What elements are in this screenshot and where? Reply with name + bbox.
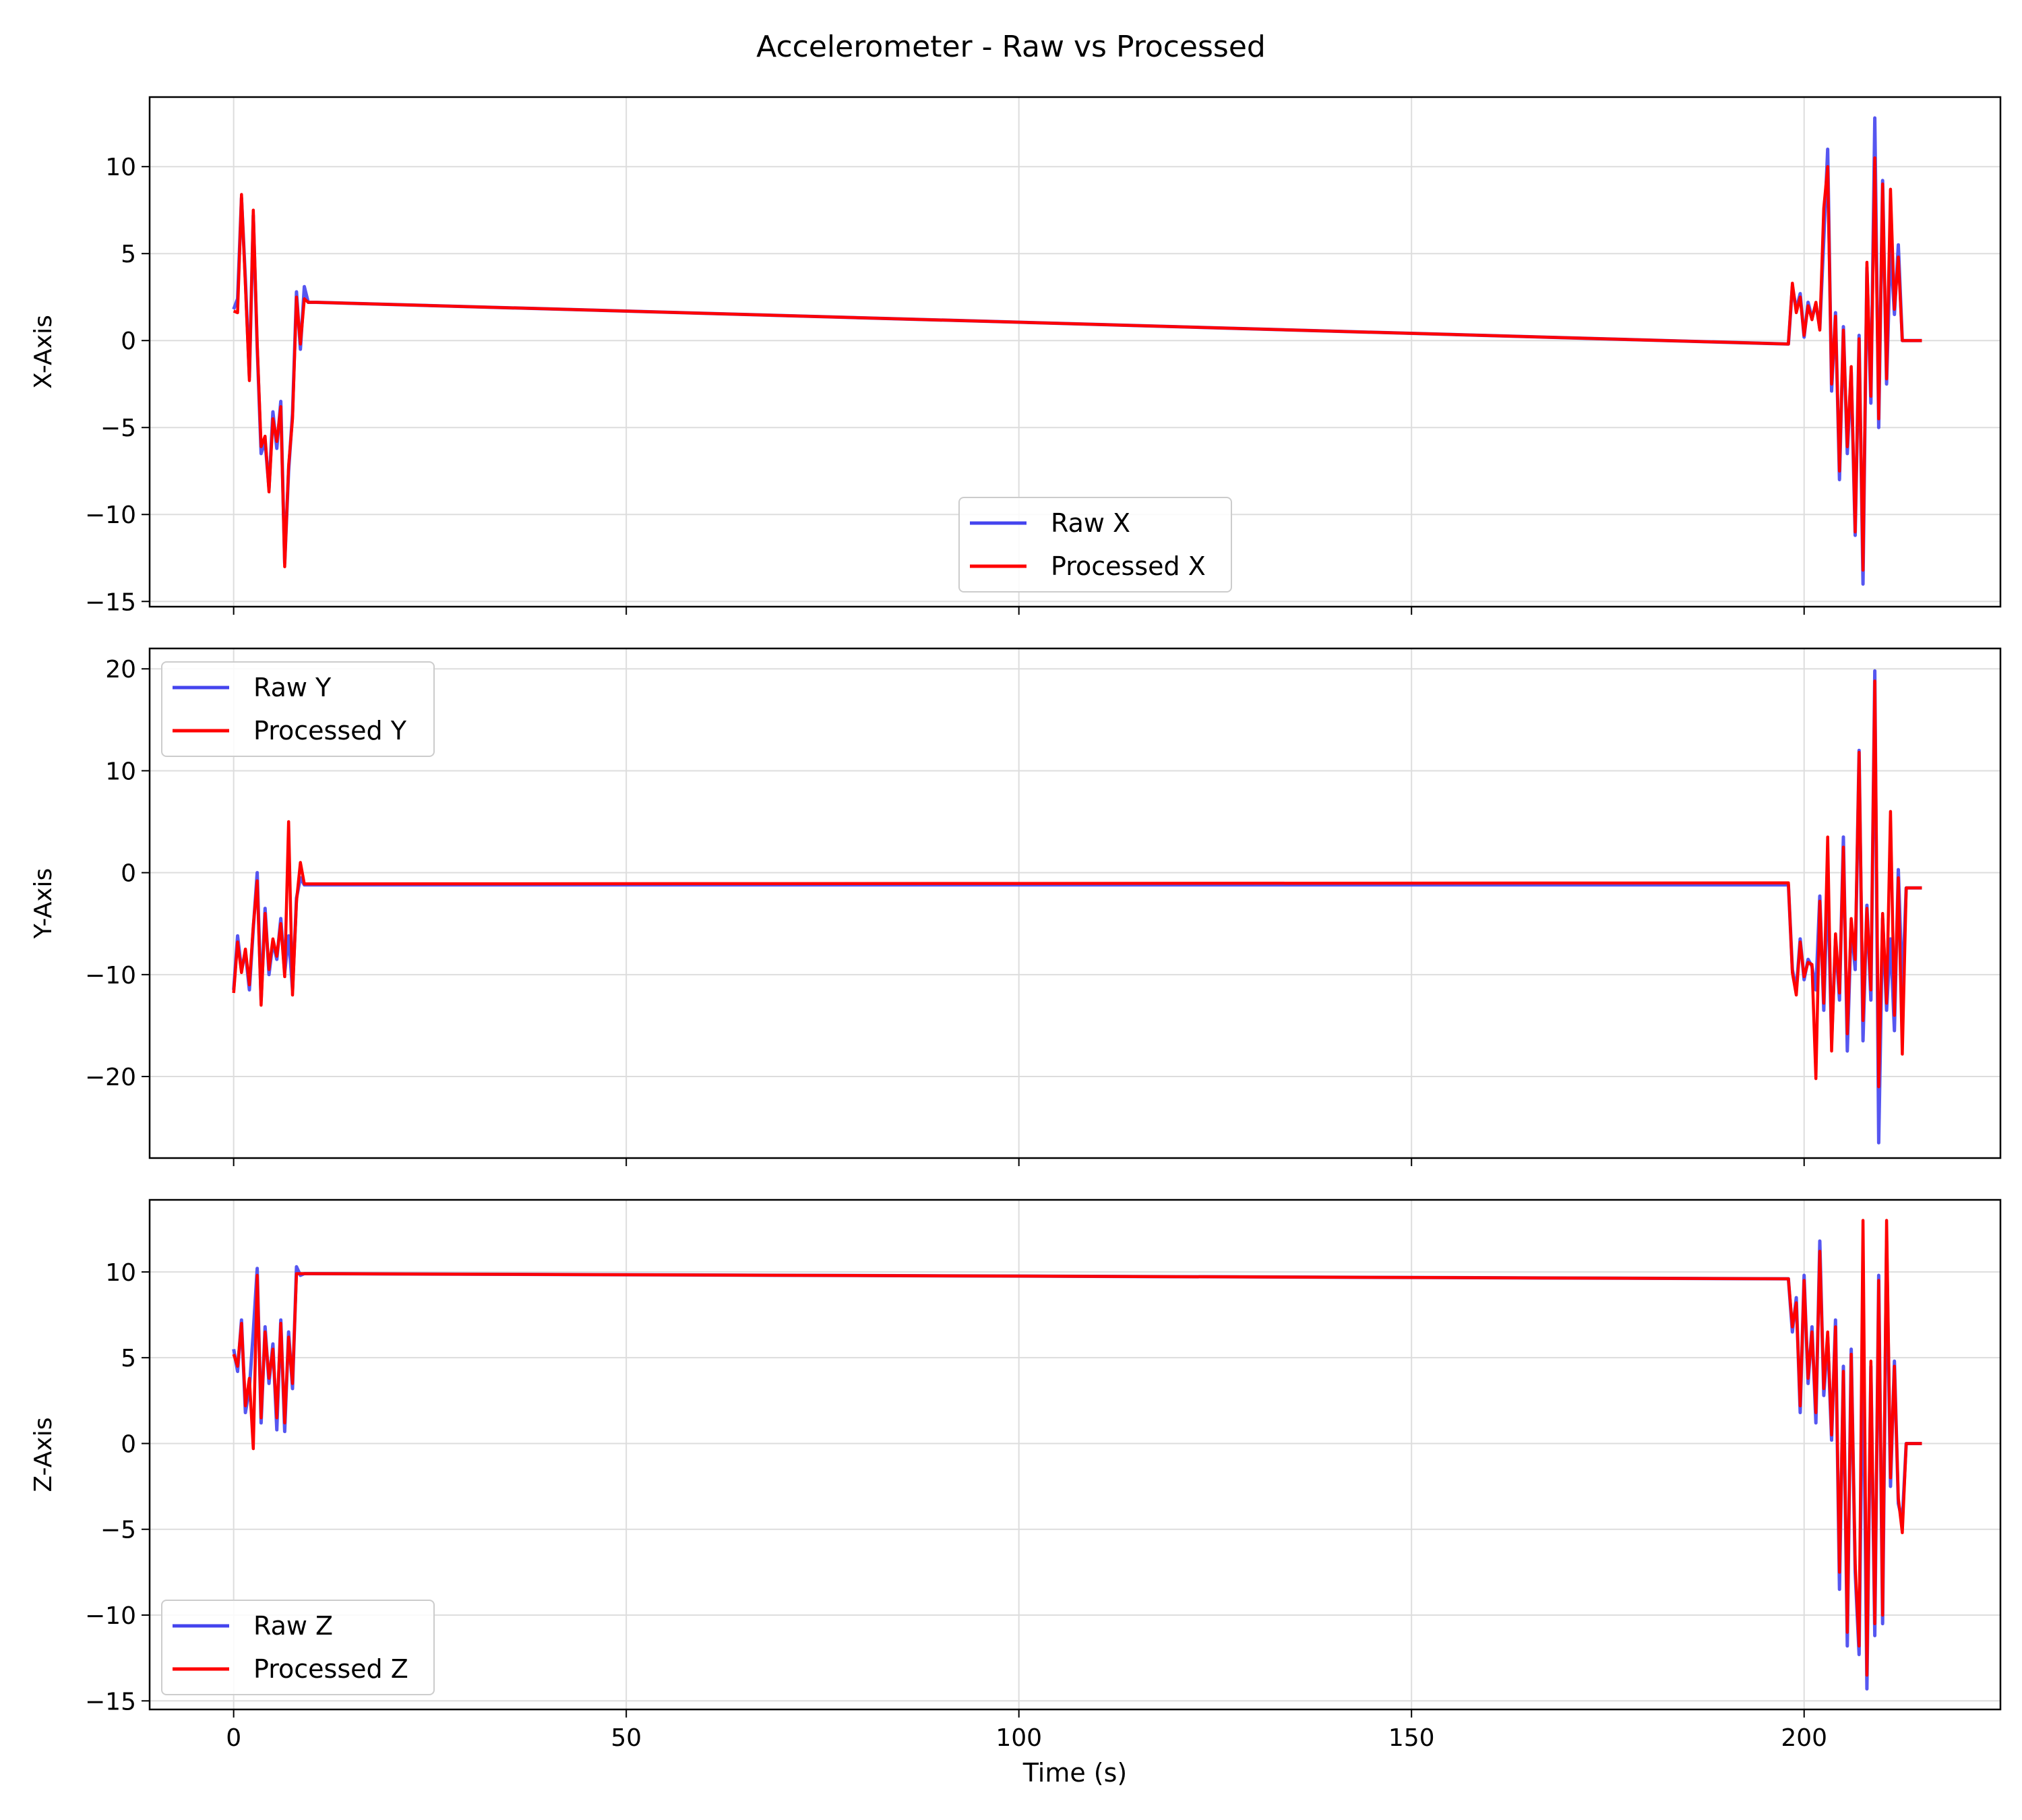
legend-box <box>161 1600 435 1695</box>
y-tick-label: −20 <box>85 1064 136 1091</box>
y-tick-label: −10 <box>85 962 136 990</box>
series-line-processed-x <box>233 156 1922 572</box>
y-tick-label: −15 <box>85 588 136 616</box>
y-tick-label: −15 <box>85 1688 136 1716</box>
series-line-raw-y <box>232 669 1922 1145</box>
y-tick-label: 20 <box>105 656 136 684</box>
y-axis-label: Y-Axis <box>30 868 57 940</box>
x-tick-label: 0 <box>226 1724 241 1752</box>
legend-label: Processed Z <box>253 1654 408 1684</box>
y-tick-label: 0 <box>121 860 136 888</box>
figure-title: Accelerometer - Raw vs Processed <box>756 30 1266 64</box>
legend-label: Processed X <box>1051 551 1206 581</box>
series-line-processed-z <box>232 1219 1922 1677</box>
y-tick-label: −5 <box>100 415 136 442</box>
series-line-raw-z <box>232 1239 1922 1691</box>
x-tick-label: 100 <box>995 1724 1042 1752</box>
y-tick-label: 5 <box>121 241 136 268</box>
y-axis-label: Z-Axis <box>30 1418 57 1492</box>
legend-box <box>161 661 435 757</box>
legend-box <box>958 497 1232 593</box>
y-tick-label: 5 <box>121 1345 136 1372</box>
y-tick-label: −5 <box>100 1517 136 1544</box>
x-axis-label: Time (s) <box>1022 1758 1128 1788</box>
y-tick-label: 0 <box>121 1430 136 1458</box>
axes-frame <box>148 1199 2002 1711</box>
x-tick-label: 200 <box>1781 1724 1827 1752</box>
x-tick-label: 50 <box>611 1724 642 1752</box>
axes-frame <box>148 96 2002 608</box>
y-tick-label: 10 <box>105 154 136 181</box>
y-axis-label: X-Axis <box>30 315 57 389</box>
y-tick-label: 0 <box>121 328 136 355</box>
series-line-processed-y <box>232 679 1922 1089</box>
legend-label: Raw Z <box>253 1611 333 1641</box>
legend-label: Raw Y <box>253 673 332 702</box>
y-tick-label: −10 <box>85 502 136 529</box>
x-tick-label: 150 <box>1388 1724 1435 1752</box>
legend-label: Processed Y <box>253 716 407 746</box>
y-tick-label: 10 <box>105 1259 136 1287</box>
axes-frame <box>148 647 2002 1159</box>
y-tick-label: 10 <box>105 758 136 785</box>
legend-label: Raw X <box>1051 508 1130 538</box>
y-tick-label: −10 <box>85 1602 136 1630</box>
